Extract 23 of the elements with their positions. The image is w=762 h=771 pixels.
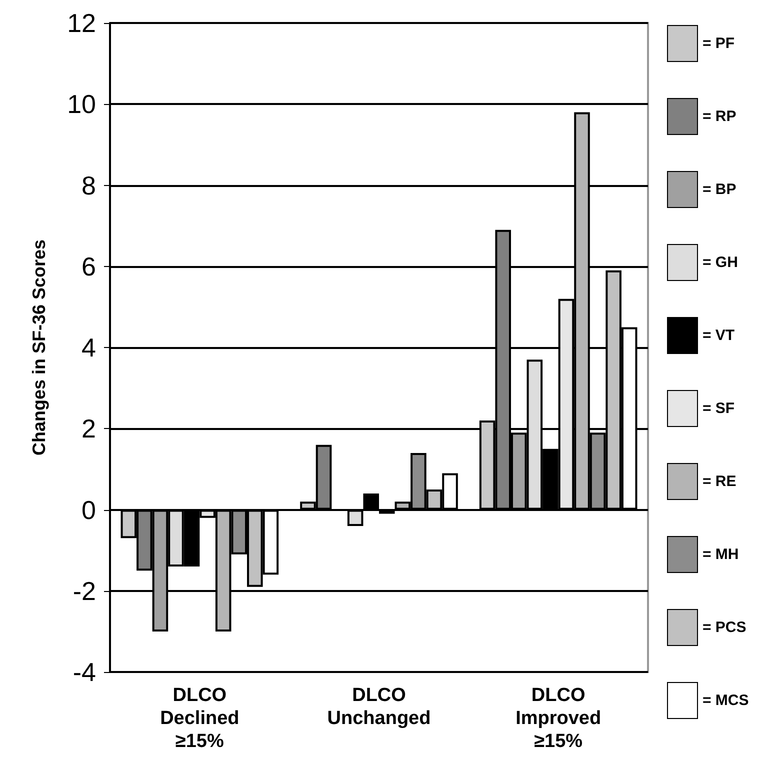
y-tick-label: 2 — [82, 414, 96, 444]
legend-label: = RP — [702, 108, 736, 125]
legend-label: = MH — [702, 546, 739, 563]
y-tick-label: 4 — [82, 332, 96, 362]
legend-label: = PF — [702, 35, 735, 52]
legend-label: = BP — [702, 181, 736, 198]
y-tick-label: 6 — [82, 251, 96, 282]
y-tick-label: 8 — [82, 170, 96, 200]
legend-label: = GH — [702, 254, 738, 271]
legend-label: = PCS — [702, 619, 746, 636]
y-tick-label: -2 — [72, 576, 96, 606]
y-tick-label: 12 — [67, 8, 96, 38]
x-tick-label: DLCO Unchanged — [327, 685, 431, 729]
x-tick-label: DLCO Improved ≥15% — [516, 685, 602, 752]
y-tick-label: -4 — [72, 657, 96, 687]
y-axis-title: Changes in SF-36 Scores — [29, 239, 49, 456]
legend-label: = MCS — [702, 692, 749, 709]
legend-label: = SF — [702, 400, 735, 417]
x-tick-label: DLCO Declined ≥15% — [160, 685, 240, 752]
y-tick-label: 0 — [82, 494, 96, 525]
y-tick-label: 10 — [67, 89, 96, 120]
legend-label: = RE — [702, 473, 736, 490]
legend-label: = VT — [702, 327, 735, 344]
